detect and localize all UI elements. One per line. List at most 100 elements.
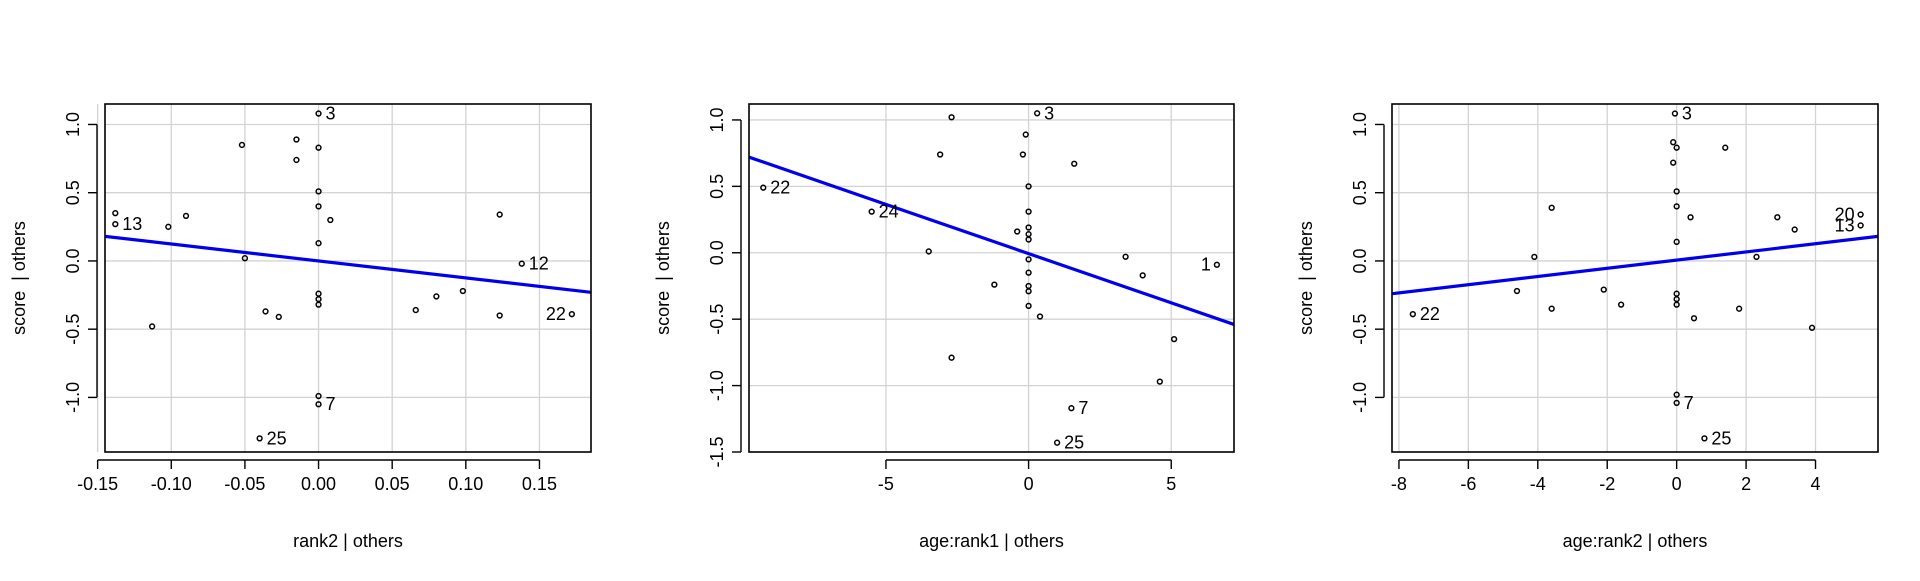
x-axis-title: age:rank2 | others: [1563, 531, 1708, 551]
y-tick-label: -1.0: [707, 370, 727, 401]
x-tick-label: -0.10: [151, 474, 192, 494]
y-tick-label: 0.0: [63, 248, 83, 273]
x-tick-label: 0: [1672, 474, 1682, 494]
data-point: [1025, 288, 1032, 295]
data-point: [412, 306, 419, 314]
data-point: [1857, 222, 1864, 229]
y-axis-title: score | others: [1296, 221, 1316, 335]
data-point: [1701, 435, 1708, 442]
data-point: [433, 293, 440, 300]
point-label: 3: [1044, 103, 1054, 123]
data-point: [1673, 188, 1680, 195]
y-axis-title: score | others: [653, 221, 673, 335]
data-point: [496, 211, 503, 218]
data-point: [1808, 324, 1816, 331]
data-point: [1025, 183, 1032, 190]
y-tick-label: -1.0: [63, 382, 83, 413]
x-tick-label: -4: [1530, 474, 1546, 494]
data-point: [1025, 224, 1032, 231]
point-label: 24: [879, 202, 899, 222]
data-point: [1673, 238, 1680, 245]
data-point: [1670, 139, 1677, 146]
data-point: [1068, 405, 1075, 412]
x-tick-label: 0.05: [375, 474, 410, 494]
y-tick-label: -0.5: [707, 304, 727, 335]
plot-frame: [748, 103, 1235, 453]
data-point: [1014, 228, 1021, 235]
data-point: [991, 281, 998, 288]
plot-frame: [1391, 103, 1879, 453]
data-point: [1139, 272, 1146, 279]
y-tick-label: 0.0: [1350, 248, 1370, 273]
point-label: 7: [1078, 398, 1088, 418]
data-point: [518, 260, 525, 267]
data-point: [1617, 301, 1625, 308]
data-point: [948, 114, 955, 121]
x-tick-label: 0.00: [301, 474, 336, 494]
data-point: [112, 220, 119, 228]
data-point: [1025, 302, 1032, 310]
y-axis-title: score | others: [9, 221, 29, 335]
x-tick-label: 0: [1024, 474, 1034, 494]
x-tick-label: 4: [1811, 474, 1821, 494]
x-tick-label: 2: [1741, 474, 1751, 494]
x-tick-label: 0.15: [522, 474, 557, 494]
data-point: [1673, 391, 1680, 398]
panel-rank2: 3 13 12 22 7 25 -0.15 -0.10 -0.05 0.00 0.05 0.10 0.1…: [9, 103, 592, 551]
data-point: [315, 188, 322, 195]
x-tick-label: -2: [1599, 474, 1615, 494]
data-point: [948, 354, 955, 361]
data-point: [1025, 208, 1032, 215]
point-label: 1: [1201, 255, 1211, 275]
data-point: [1071, 160, 1078, 167]
x-tick-label: -8: [1391, 474, 1407, 494]
fit-line: [105, 234, 591, 294]
x-axis-title: rank2 | others: [293, 531, 403, 551]
data-point: [1156, 378, 1163, 385]
point-label: 7: [326, 394, 336, 414]
data-point: [112, 210, 119, 217]
point-label: 12: [529, 254, 549, 274]
data-point: [315, 401, 322, 408]
data-point: [1025, 236, 1032, 243]
data-point: [1673, 144, 1680, 151]
data-point: [182, 212, 190, 220]
x-tick-label: 5: [1166, 474, 1176, 494]
x-tick-label: -5: [878, 474, 894, 494]
data-point: [315, 144, 322, 151]
data-point: [760, 184, 767, 191]
data-point: [293, 136, 300, 143]
data-point: [1735, 305, 1743, 312]
data-point: [315, 240, 322, 247]
data-point: [1019, 151, 1027, 158]
point-label: 3: [1682, 104, 1692, 124]
data-point: [1774, 214, 1781, 221]
data-point: [568, 311, 576, 318]
data-point: [925, 248, 932, 255]
panel-age-rank1: 3 22 24 1 7 25 -5 0 5 -1.5 -1.0 -0.5 0.0 0.5 1.0 age:ra…: [653, 103, 1235, 551]
data-point: [315, 203, 322, 210]
y-tick-label: -0.5: [63, 314, 83, 345]
data-point: [262, 308, 269, 315]
point-label: 22: [546, 304, 566, 324]
fit-line: [1392, 234, 1878, 296]
data-point: [1548, 204, 1555, 211]
data-point: [1053, 439, 1061, 446]
data-point: [1531, 253, 1538, 260]
data-point: [1036, 313, 1044, 320]
data-point: [241, 255, 249, 262]
point-label: 13: [122, 214, 142, 234]
data-point: [936, 151, 944, 158]
x-tick-label: -0.05: [224, 474, 265, 494]
data-point: [315, 301, 322, 308]
plot-frame: [104, 103, 592, 453]
y-tick-label: -1.5: [707, 436, 727, 467]
y-tick-label: 1.0: [63, 112, 83, 137]
data-point: [148, 323, 156, 330]
data-point: [256, 435, 263, 442]
x-tick-label: -6: [1460, 474, 1476, 494]
data-point: [1548, 305, 1555, 312]
